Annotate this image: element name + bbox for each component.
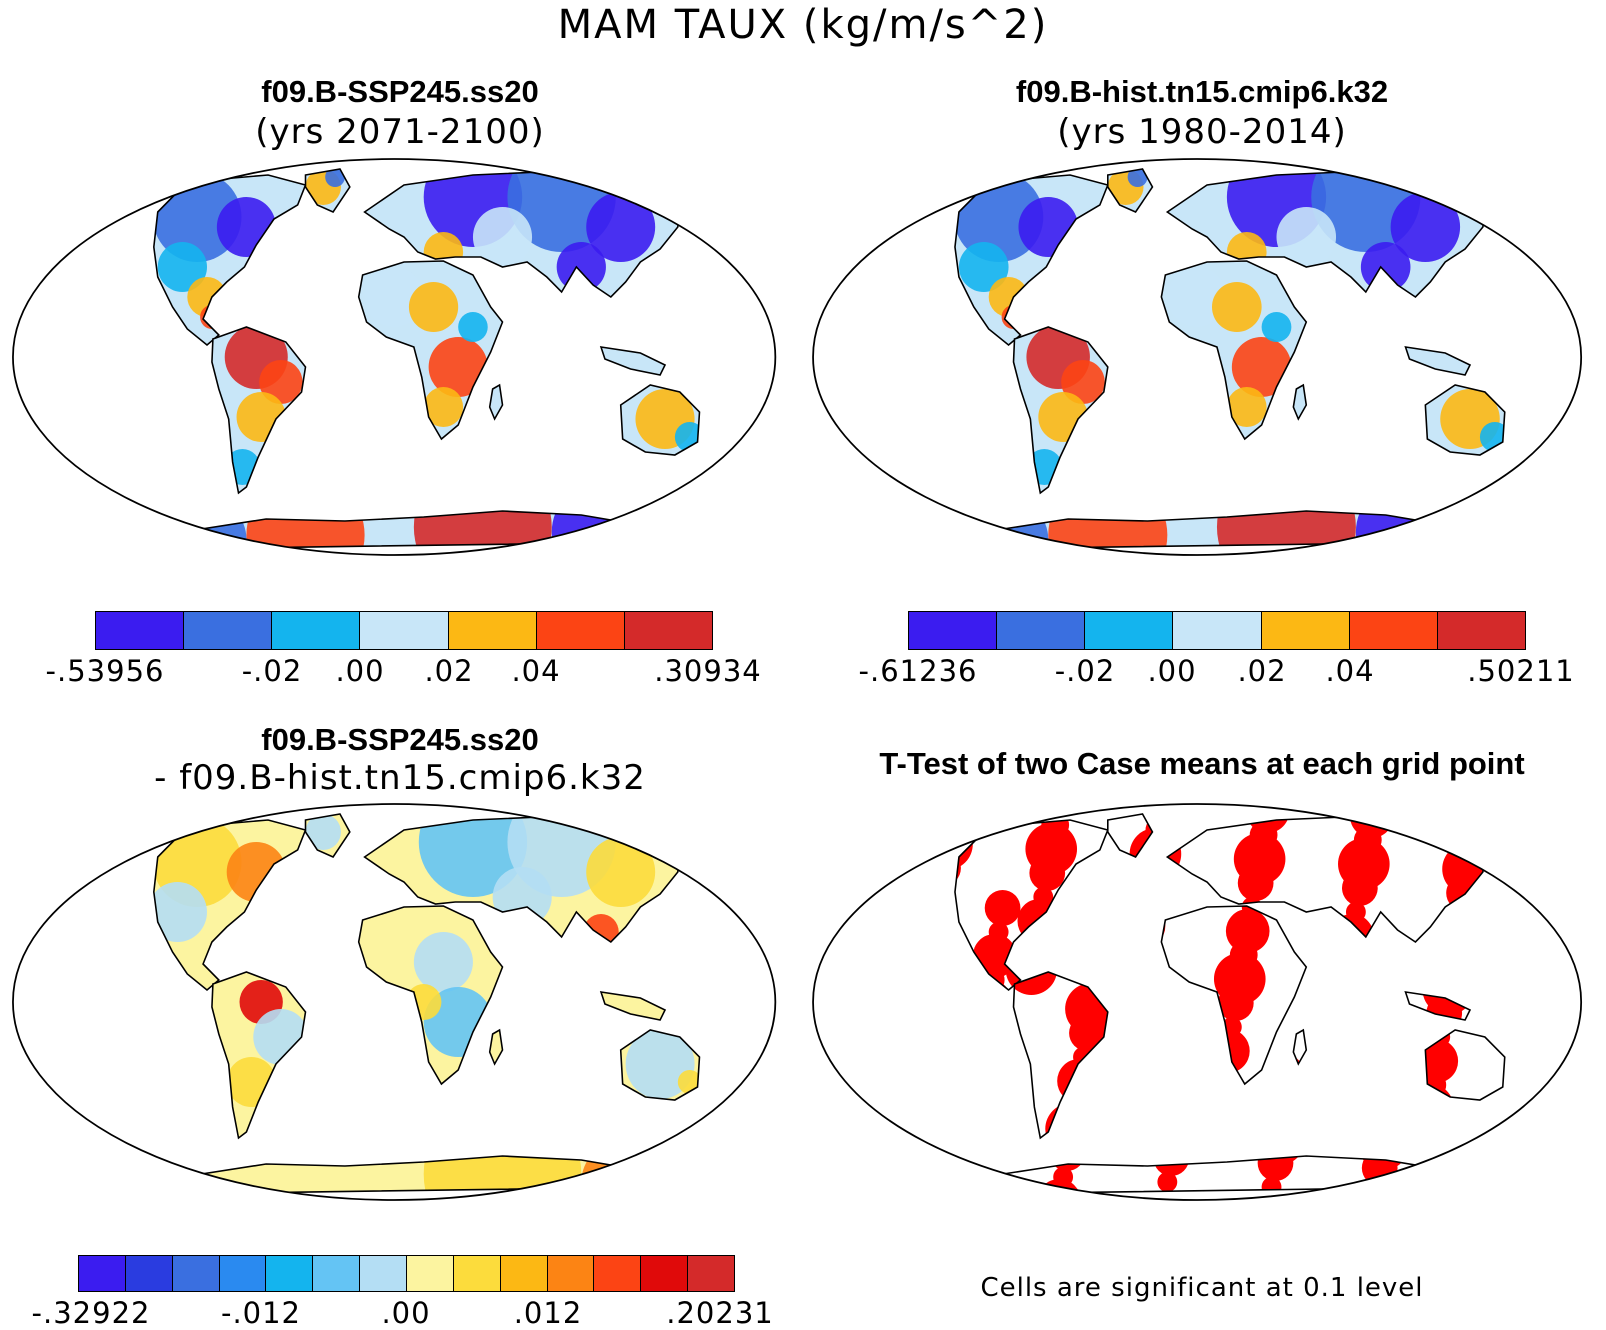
colorbar-swatch [688,1256,735,1291]
ttest-title: T-Test of two Case means at each grid po… [879,746,1525,781]
panel2-case-name: f09.B-hist.tn15.cmip6.k32 [1015,74,1389,109]
map-case2 [812,158,1583,556]
cbar1-tick: .00 [335,654,385,688]
cbar2-tick: .02 [1237,654,1287,688]
colorbar-swatch [1437,612,1525,649]
cbar3-tick: .00 [381,1296,431,1330]
panel3-case-name: f09.B-SSP245.ss20 [261,722,539,757]
colorbar-swatch [184,612,273,649]
colorbar-swatch [547,1256,595,1291]
cbar2-tick: .50211 [1467,654,1575,688]
panel3-minus-case: - f09.B-hist.tn15.cmip6.k32 [154,758,646,798]
colorbar-swatch [125,1256,173,1291]
colorbar-swatch [407,1256,454,1291]
figure-title: MAM TAUX (kg/m/s^2) [557,2,1049,48]
cbar1-tick: -.02 [241,654,303,688]
map-case1 [12,158,777,556]
colorbar-swatch [172,1256,220,1291]
colorbar-swatch [624,612,712,649]
colorbar-swatch [448,612,537,649]
colorbar-swatch [536,612,625,649]
colorbar-swatch [641,1256,689,1291]
cbar3-tick: .012 [513,1296,583,1330]
colorbar-case2 [908,611,1526,650]
colorbar-case1 [95,611,713,650]
panel2-years: (yrs 1980-2014) [1057,112,1347,152]
colorbar-swatch [219,1256,267,1291]
cbar2-tick: -.61236 [858,654,978,688]
cbar2-tick: .00 [1147,654,1197,688]
panel1-case-name: f09.B-SSP245.ss20 [261,74,539,109]
colorbar-swatch [79,1256,126,1291]
cbar3-tick: -.32922 [31,1296,151,1330]
panel1-years: (yrs 2071-2100) [255,112,545,152]
cbar2-tick: .04 [1325,654,1375,688]
colorbar-swatch [909,612,998,649]
colorbar-swatch [453,1256,501,1291]
cbar1-tick: -.53956 [45,654,165,688]
cbar3-tick: -.012 [220,1296,302,1330]
colorbar-swatch [594,1256,642,1291]
cbar1-tick: .02 [424,654,474,688]
colorbar-swatch [1349,612,1438,649]
significance-note: Cells are significant at 0.1 level [980,1273,1424,1303]
colorbar-diff [78,1255,735,1292]
colorbar-swatch [96,612,185,649]
colorbar-swatch [1173,612,1262,649]
colorbar-swatch [360,612,449,649]
colorbar-swatch [997,612,1086,649]
colorbar-swatch [360,1256,408,1291]
colorbar-swatch [266,1256,314,1291]
map-diff [12,803,777,1201]
colorbar-swatch [500,1256,548,1291]
colorbar-swatch [313,1256,361,1291]
map-ttest [812,803,1583,1201]
colorbar-swatch [272,612,361,649]
cbar2-tick: -.02 [1054,654,1116,688]
cbar3-tick: .20231 [666,1296,774,1330]
colorbar-swatch [1261,612,1350,649]
cbar1-tick: .04 [511,654,561,688]
cbar1-tick: .30934 [654,654,762,688]
colorbar-swatch [1085,612,1174,649]
